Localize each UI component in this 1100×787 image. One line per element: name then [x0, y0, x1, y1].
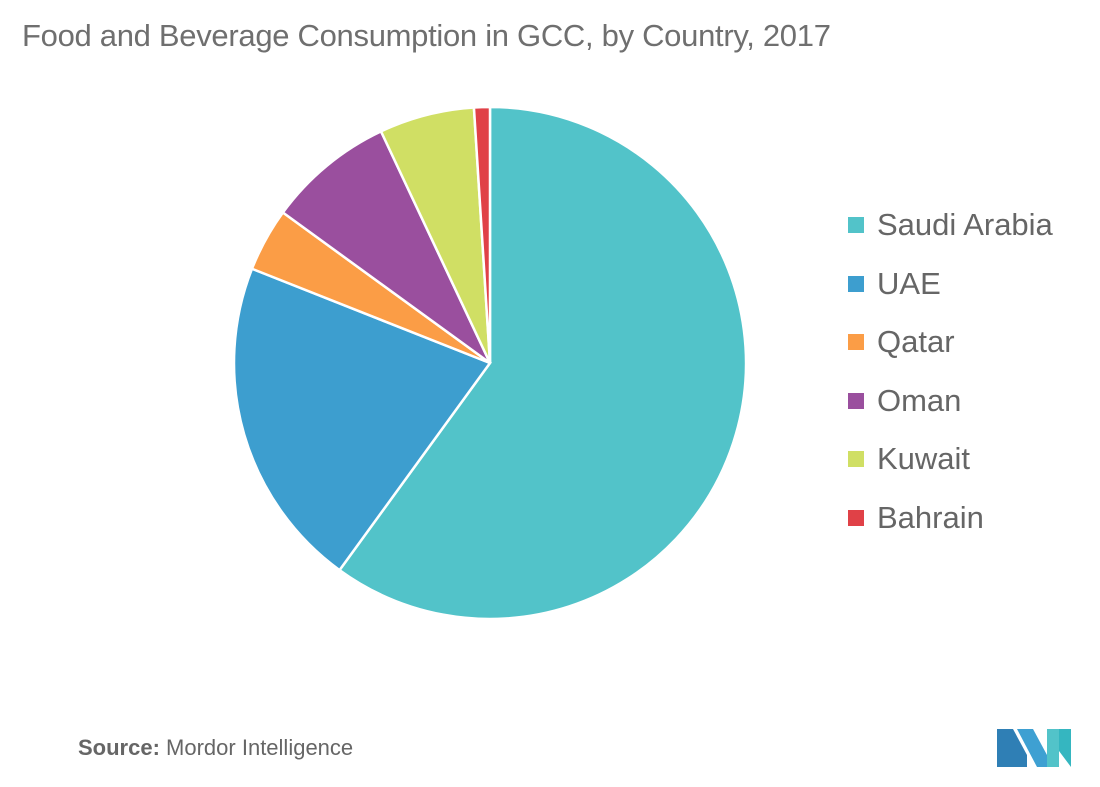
source-note: Source: Mordor Intelligence: [78, 735, 353, 761]
legend-item: Kuwait: [848, 430, 1053, 489]
legend-label: Kuwait: [877, 441, 971, 477]
legend-swatch: [848, 275, 864, 292]
pie-slice-oman: [281, 129, 492, 365]
legend-label: Bahrain: [877, 499, 984, 535]
chart-title: Food and Beverage Consumption in GCC, by…: [22, 18, 831, 53]
legend-swatch: [848, 217, 864, 234]
pie-slice-bahrain: [472, 105, 492, 364]
legend-swatch: [848, 392, 864, 409]
legend-label: Saudi Arabia: [877, 207, 1053, 243]
legend-label: Qatar: [877, 324, 955, 360]
legend-label: UAE: [877, 265, 941, 301]
legend-swatch: [848, 334, 864, 351]
legend-item: Bahrain: [848, 489, 1053, 548]
legend-swatch: [848, 451, 864, 468]
legend-item: Qatar: [848, 313, 1053, 372]
pie-slice-uae: [232, 267, 492, 572]
legend-swatch: [848, 509, 864, 526]
source-label: Source:: [78, 735, 160, 760]
legend-item: Oman: [848, 372, 1053, 431]
mordor-logo-icon: [997, 729, 1071, 767]
legend-item: Saudi Arabia: [848, 196, 1053, 255]
legend: Saudi Arabia UAE Qatar Oman Kuwait Bahrain: [848, 196, 1053, 547]
legend-label: Oman: [877, 382, 962, 418]
legend-item: UAE: [848, 255, 1053, 314]
source-text: Mordor Intelligence: [166, 735, 354, 760]
pie-slice-saudi-arabia: [337, 105, 748, 621]
